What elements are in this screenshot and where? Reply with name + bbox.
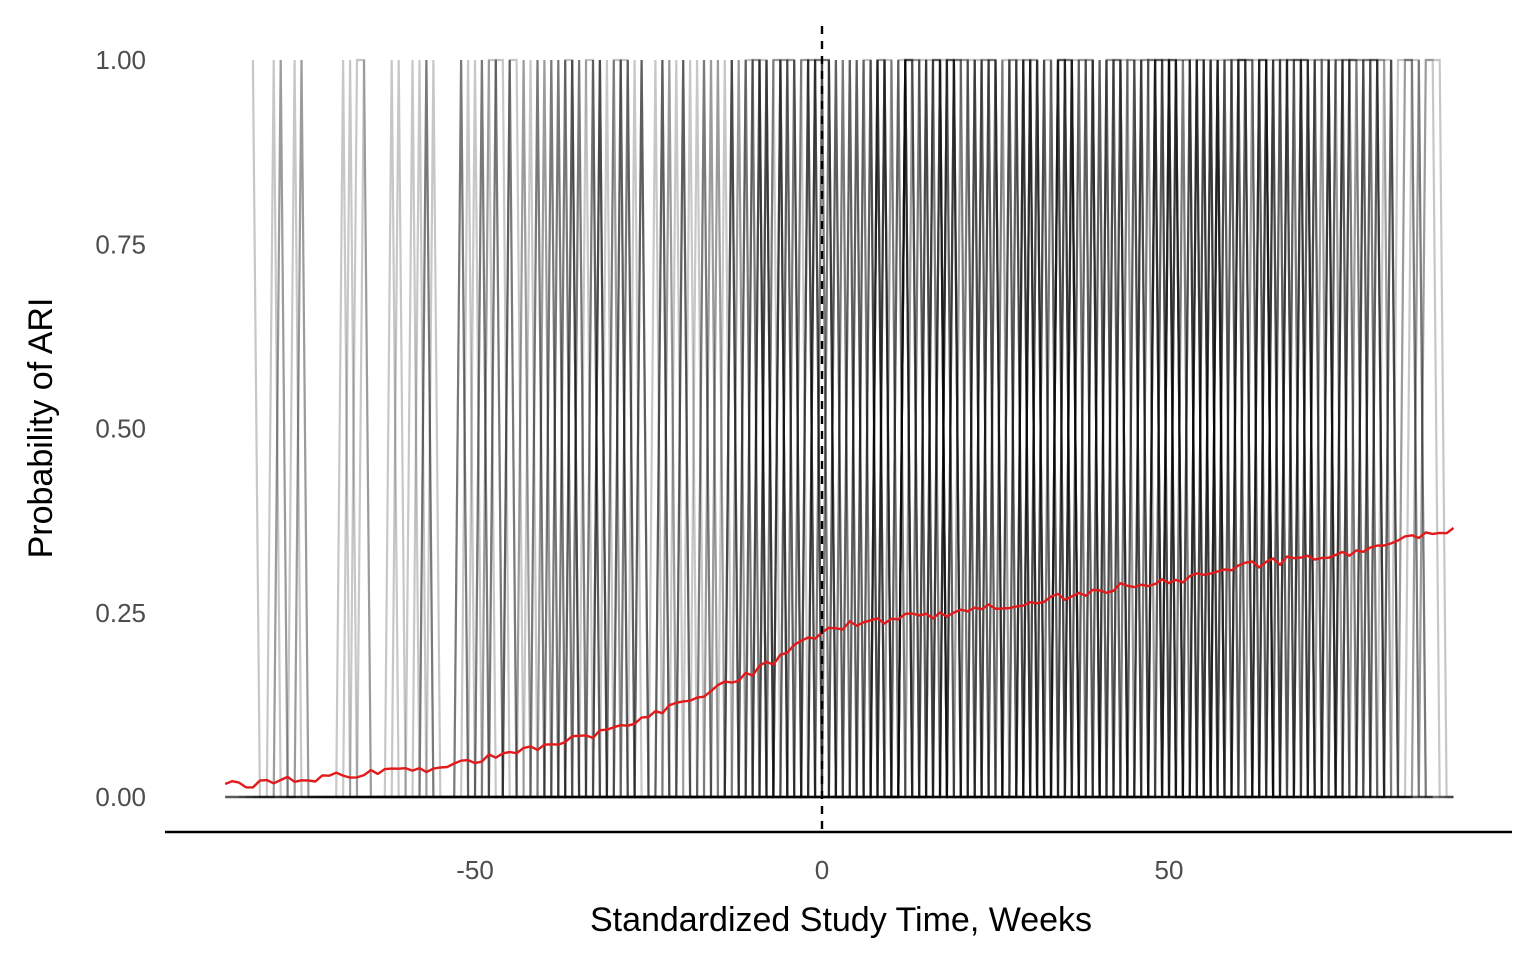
x-tick-label: 50 <box>1155 855 1184 885</box>
y-tick-label: 0.75 <box>95 229 146 259</box>
y-axis-title: Probability of ARI <box>22 298 60 559</box>
y-tick-label: 1.00 <box>95 45 146 75</box>
mean-probability-line <box>224 527 1455 789</box>
y-tick-label: 0.50 <box>95 414 146 444</box>
y-tick-label: 0.00 <box>95 782 146 812</box>
individual-trajectories <box>225 58 1454 799</box>
x-tick-label: 0 <box>815 855 829 885</box>
label-layer: 0.00 0.25 0.50 0.75 1.00 -50 0 50 Standardized S… <box>22 45 1183 939</box>
trajectory-line <box>584 58 1358 799</box>
x-axis-title: Standardized Study Time, Weeks <box>590 901 1092 939</box>
y-tick-label: 0.25 <box>95 598 146 628</box>
mean-probability-layer <box>224 527 1455 789</box>
x-tick-label: -50 <box>456 855 494 885</box>
